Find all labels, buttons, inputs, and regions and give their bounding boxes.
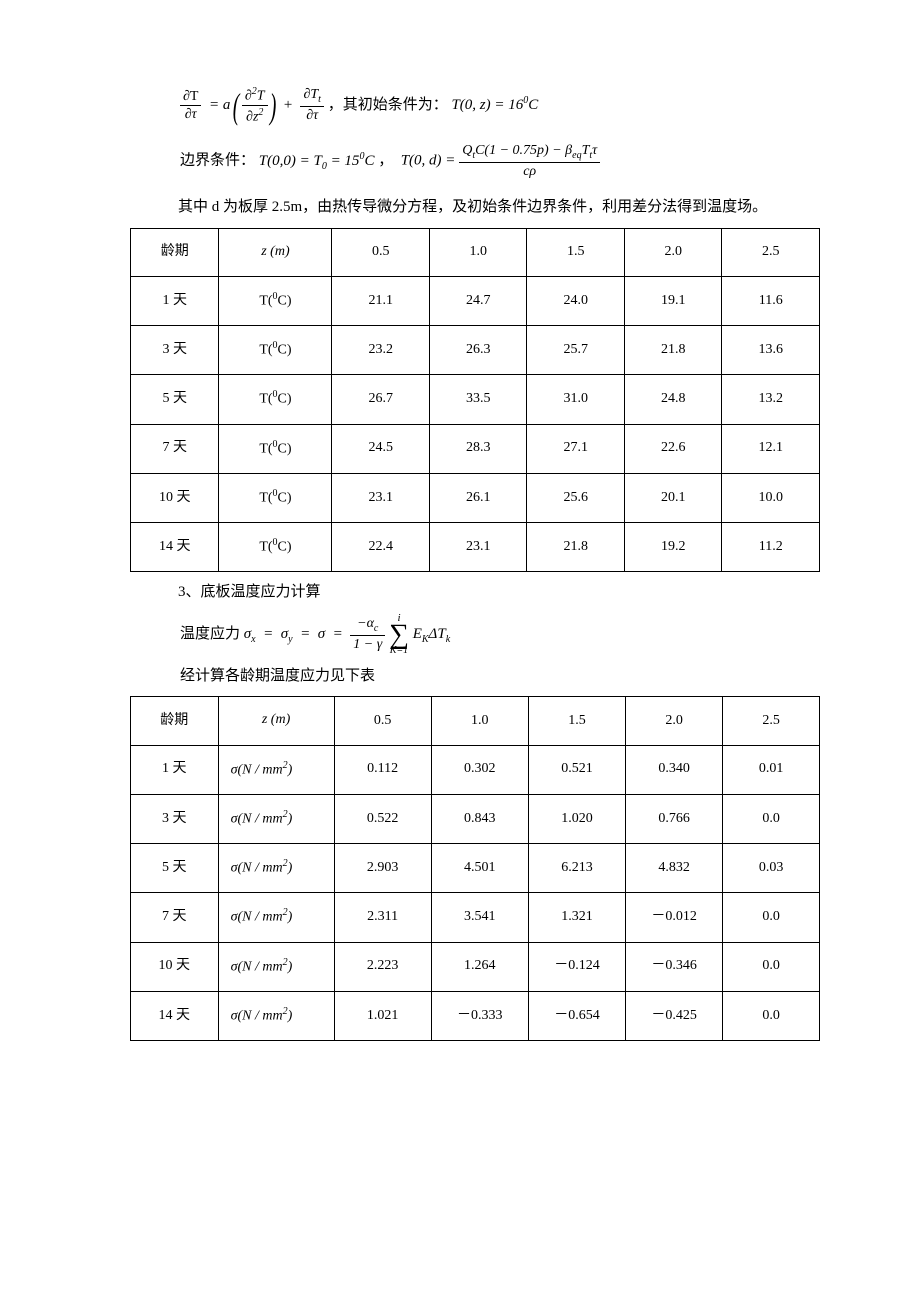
eq1-initial-condition: T(0, z) = 160C (451, 91, 538, 120)
eq2a: T(0,0) = T0 = 150C (259, 147, 375, 176)
table-row: 1 天T(0C)21.124.724.019.111.6 (131, 276, 820, 325)
table-header-cell: 龄期 (131, 228, 219, 276)
table-row: 5 天T(0C)26.733.531.024.813.2 (131, 375, 820, 424)
table-header-cell: 1.0 (431, 697, 528, 745)
heat-equation-line: ∂T∂τ = a ( ∂2T∂z2 ) + ∂Tt∂τ ，其初始条件为： T(0… (100, 86, 820, 125)
table-header-cell: 龄期 (131, 697, 219, 745)
table-row: 7 天T(0C)24.528.327.122.612.1 (131, 424, 820, 473)
table-header-cell: z (m) (219, 228, 332, 276)
table-header-cell: 2.5 (723, 697, 820, 745)
table-row: 5 天σ(N / mm2)2.9034.5016.2134.8320.03 (131, 844, 820, 893)
stress-label: 温度应力 (180, 626, 240, 642)
table-header-cell: z (m) (218, 697, 334, 745)
eq2b: T(0, d) = QtC(1 − 0.75p) − βeqTtτ cρ (401, 143, 600, 179)
para-d-thickness: 其中 d 为板厚 2.5m，由热传导微分方程，及初始条件边界条件，利用差分法得到… (130, 193, 820, 222)
table-row: 14 天σ(N / mm2)1.021－0.333－0.654－0.4250.0 (131, 991, 820, 1040)
table-header-cell: 1.5 (527, 228, 625, 276)
table-row: 7 天σ(N / mm2)2.3113.5411.321－0.0120.0 (131, 893, 820, 942)
table-row: 14 天T(0C)22.423.121.819.211.2 (131, 523, 820, 572)
stress-table: 龄期z (m)0.51.01.52.02.5 1 天σ(N / mm2)0.11… (130, 696, 820, 1041)
boundary-condition-line: 边界条件： T(0,0) = T0 = 150C ， T(0, d) = QtC… (100, 143, 820, 179)
table-header-cell: 2.0 (624, 228, 722, 276)
table-header-cell: 0.5 (332, 228, 430, 276)
temperature-table: 龄期z (m)0.51.01.52.02.5 1 天T(0C)21.124.72… (130, 228, 820, 573)
table-header-cell: 2.0 (626, 697, 723, 745)
eq1-label: ，其初始条件为： (328, 97, 448, 113)
boundary-label: 边界条件： (180, 153, 255, 169)
table-row: 10 天T(0C)23.126.125.620.110.0 (131, 473, 820, 522)
table-header-cell: 0.5 (334, 697, 431, 745)
stress-eq: σx = σy = σ = −αc 1 − γ i ∑ K=1 EKΔTk (244, 613, 450, 656)
table-header-cell: 2.5 (722, 228, 820, 276)
stress-equation-line: 温度应力 σx = σy = σ = −αc 1 − γ i ∑ K=1 EKΔ… (100, 613, 820, 656)
table-row: 1 天σ(N / mm2)0.1120.3020.5210.3400.01 (131, 745, 820, 794)
table-header-cell: 1.5 (528, 697, 625, 745)
table2-intro: 经计算各龄期温度应力见下表 (100, 662, 820, 691)
table-header-cell: 1.0 (429, 228, 527, 276)
eq-dTdtau: ∂T∂τ = a ( ∂2T∂z2 ) + ∂Tt∂τ (180, 86, 324, 125)
table-row: 10 天σ(N / mm2)2.2231.264－0.124－0.3460.0 (131, 942, 820, 991)
table-row: 3 天σ(N / mm2)0.5220.8431.0200.7660.0 (131, 794, 820, 843)
section-3-title: 3、底板温度应力计算 (178, 578, 820, 607)
table-row: 3 天T(0C)23.226.325.721.813.6 (131, 326, 820, 375)
